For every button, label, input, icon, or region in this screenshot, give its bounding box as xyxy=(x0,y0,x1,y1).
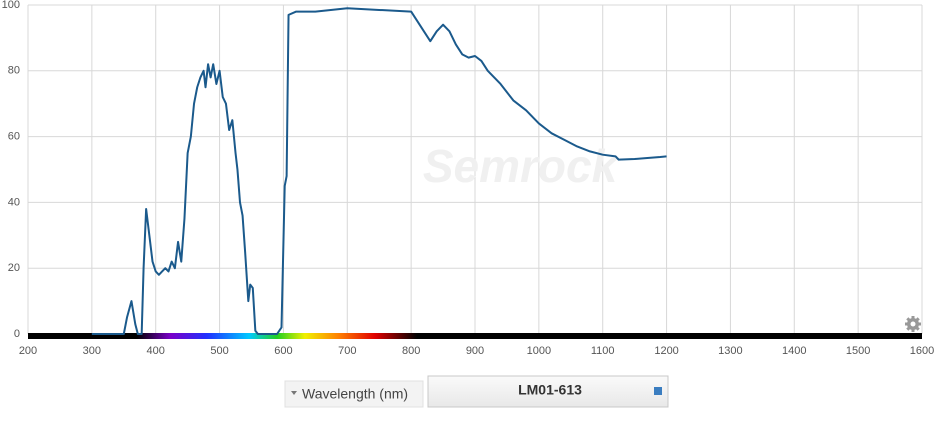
grid xyxy=(27,4,923,335)
x-tick-label: 1400 xyxy=(782,345,806,357)
watermark: Semrock xyxy=(423,140,620,192)
y-tick-label: 0 xyxy=(14,328,20,340)
x-tick-label: 900 xyxy=(466,345,484,357)
series-line xyxy=(91,7,667,335)
save-icon xyxy=(654,387,662,395)
x-axis-label: Wavelength (nm) xyxy=(302,386,408,402)
x-tick-label: 300 xyxy=(83,345,101,357)
y-tick-label: 60 xyxy=(8,131,20,143)
y-tick-label: 80 xyxy=(8,65,20,77)
x-tick-label: 400 xyxy=(147,345,165,357)
y-tick-label: 40 xyxy=(8,196,20,208)
x-tick-label: 500 xyxy=(210,345,228,357)
spectrum-bar xyxy=(28,333,922,339)
x-tick-label: 1600 xyxy=(910,345,934,357)
x-tick-label: 1300 xyxy=(718,345,742,357)
x-tick-label: 700 xyxy=(338,345,356,357)
x-tick-label: 200 xyxy=(19,345,37,357)
settings-icon[interactable] xyxy=(905,316,921,332)
x-dropdown[interactable]: Wavelength (nm) xyxy=(284,380,424,408)
x-tick-label: 1500 xyxy=(846,345,870,357)
x-tick-label: 1000 xyxy=(527,345,551,357)
x-tick-label: 800 xyxy=(402,345,420,357)
legend[interactable]: LM01-613 xyxy=(427,375,669,408)
x-tick-label: 1200 xyxy=(654,345,678,357)
y-tick-label: 100 xyxy=(2,0,20,11)
legend-label: LM01-613 xyxy=(518,382,582,398)
x-tick-label: 600 xyxy=(274,345,292,357)
y-tick-label: 20 xyxy=(8,262,20,274)
visible-spectrum xyxy=(137,333,417,339)
x-tick-label: 1100 xyxy=(591,345,615,357)
